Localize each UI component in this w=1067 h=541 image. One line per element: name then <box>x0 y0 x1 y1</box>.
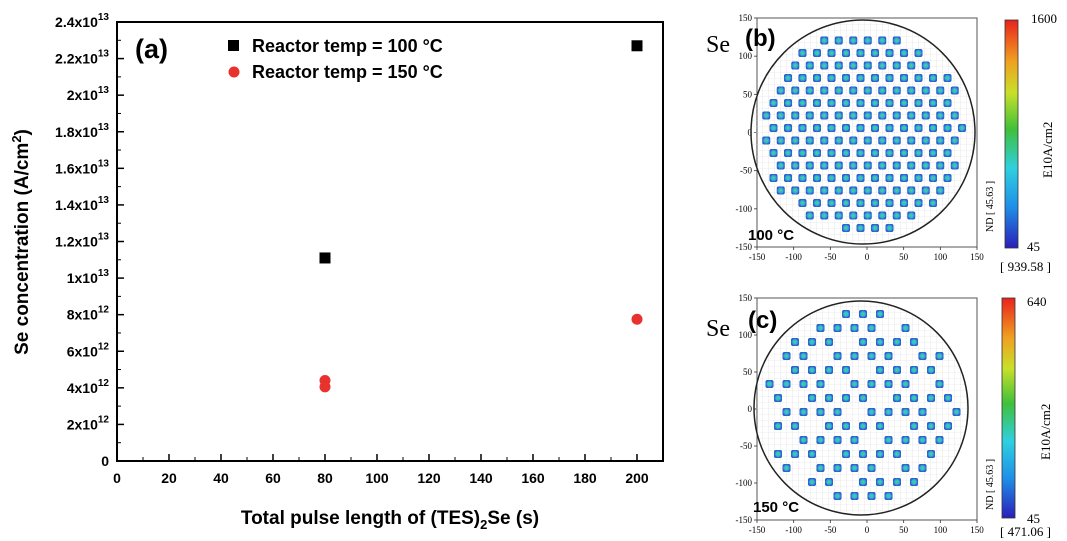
x-tick-label: 100 <box>365 470 389 486</box>
x-tick-label: 120 <box>417 470 441 486</box>
y-tick-label: 2.2x1013 <box>55 49 109 67</box>
legend-label-150c: Reactor temp = 150 °C <box>252 62 443 82</box>
x-tick-label: 140 <box>469 470 493 486</box>
x-tick-label: 40 <box>213 470 229 486</box>
plot-frame <box>116 21 664 462</box>
y-tick-label: 2x1012 <box>67 414 110 432</box>
x-tick-label: 180 <box>573 470 597 486</box>
x-tick-label: 60 <box>265 470 281 486</box>
data-point-100c <box>631 40 643 52</box>
data-point-150c <box>319 381 331 393</box>
y-tick-label: 8x1012 <box>67 305 110 323</box>
x-tick-label: 160 <box>521 470 545 486</box>
y-tick-label: 2.4x1013 <box>55 12 109 30</box>
legend: Reactor temp = 100 °C Reactor temp = 150… <box>228 36 443 82</box>
y-tick-label: 1.6x1013 <box>55 158 109 176</box>
data-point-100c <box>319 252 331 264</box>
y-tick-label: 1.4x1013 <box>55 195 109 213</box>
x-tick-label: 200 <box>625 470 649 486</box>
y-tick-label: 1x1013 <box>67 268 110 286</box>
x-tick-label: 80 <box>317 470 333 486</box>
legend-marker-150c <box>228 66 240 78</box>
legend-label-100c: Reactor temp = 100 °C <box>252 36 443 56</box>
y-tick-label: 4x1012 <box>67 378 110 396</box>
y-tick-label: 6x1012 <box>67 341 110 359</box>
x-tick-label: 20 <box>161 470 177 486</box>
y-tick-label: 1.2x1013 <box>55 232 109 250</box>
x-tick-label: 0 <box>113 470 121 486</box>
legend-marker-100c <box>228 40 239 51</box>
y-tick-label: 0 <box>101 453 109 469</box>
panel-label-a: (a) <box>135 34 168 64</box>
y-tick-label: 1.8x1013 <box>55 122 109 140</box>
y-tick-label: 2x1013 <box>67 85 110 103</box>
y-axis-title: Se concentration (A/cm2) <box>9 129 33 355</box>
x-axis-title: Total pulse length of (TES)2Se (s) <box>241 508 539 532</box>
data-point-150c <box>631 313 643 325</box>
